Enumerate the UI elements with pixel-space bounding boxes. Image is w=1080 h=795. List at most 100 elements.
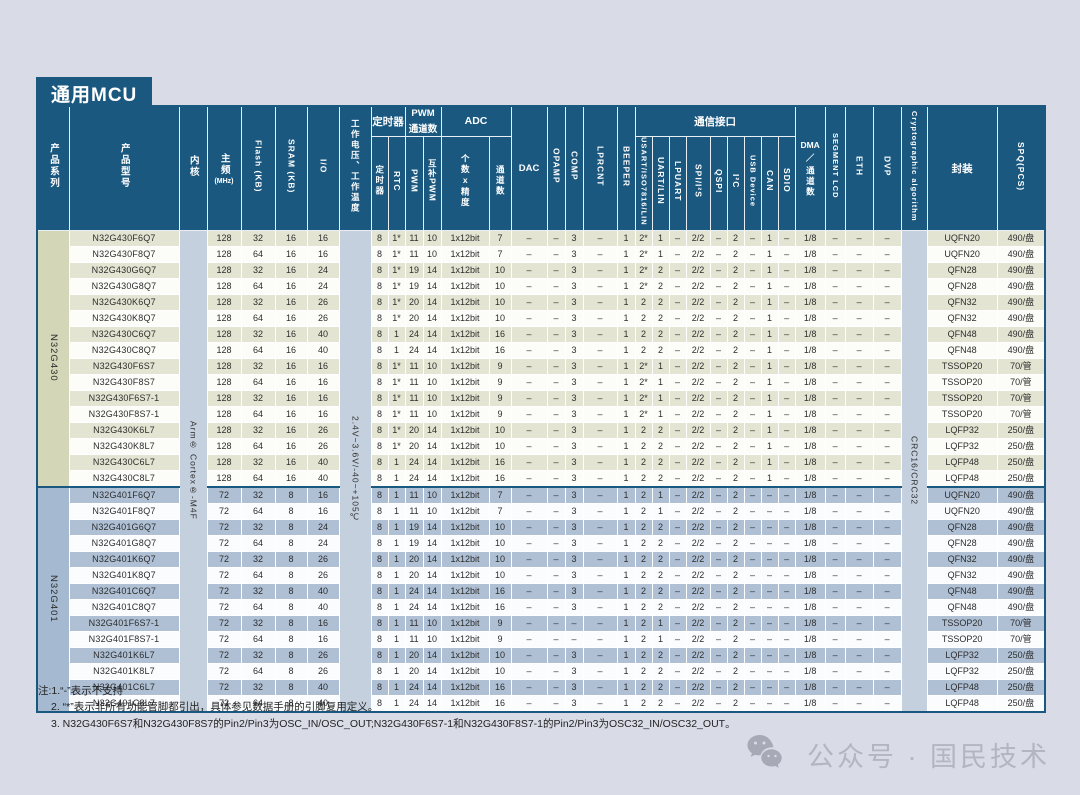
table-cell: – <box>777 422 796 440</box>
table-cell: 1 <box>616 326 636 344</box>
table-cell: 2 <box>726 599 745 617</box>
table-cell: 2 <box>634 615 653 633</box>
table-cell: 11 <box>404 631 424 649</box>
model-cell: N32G430K8Q7 <box>68 310 180 328</box>
table-cell: 8 <box>370 342 389 360</box>
table-cell: 1/8 <box>794 342 826 360</box>
table-cell: – <box>709 374 728 392</box>
table-cell: 128 <box>206 454 242 472</box>
table-cell: – <box>510 663 548 681</box>
table-cell: – <box>760 583 779 601</box>
table-cell: 26 <box>306 310 340 328</box>
table-cell: – <box>709 310 728 328</box>
table-cell: 72 <box>206 486 242 505</box>
table-cell: 26 <box>306 422 340 440</box>
table-cell: – <box>510 374 548 392</box>
model-cell: N32G430F8Q7 <box>68 246 180 264</box>
table-cell: – <box>872 567 902 585</box>
table-cell: 14 <box>422 294 442 312</box>
table-cell: 32 <box>240 422 276 440</box>
table-cell: – <box>709 470 728 488</box>
table-cell: 14 <box>422 422 442 440</box>
table-cell: – <box>760 615 779 633</box>
spq-cell: 250/盘 <box>996 663 1046 681</box>
table-cell: 8 <box>370 631 389 649</box>
spq-cell: 250/盘 <box>996 438 1046 456</box>
table-cell: 16 <box>274 230 308 248</box>
package-cell: LQFP32 <box>926 422 998 440</box>
table-cell: 10 <box>488 438 512 456</box>
model-cell: N32G430F8S7-1 <box>68 406 180 424</box>
table-cell: – <box>668 454 687 472</box>
table-cell: – <box>824 615 846 633</box>
table-cell: 8 <box>370 406 389 424</box>
table-cell: – <box>709 438 728 456</box>
table-cell: – <box>872 519 902 537</box>
table-cell: – <box>668 374 687 392</box>
table-cell: – <box>777 342 796 360</box>
table-cell: 2/2 <box>685 422 711 440</box>
table-cell: 2/2 <box>685 374 711 392</box>
table-cell: 1x12bit <box>440 551 490 569</box>
table-cell: 24 <box>404 695 424 713</box>
table-cell: – <box>510 406 548 424</box>
table-cell: – <box>743 422 762 440</box>
table-cell: 2 <box>726 486 745 505</box>
table-cell: 8 <box>370 278 389 296</box>
table-cell: – <box>824 551 846 569</box>
table-cell: – <box>546 294 566 312</box>
table-cell: – <box>777 278 796 296</box>
col-header-opamp: OPAMP <box>546 105 566 232</box>
model-cell: N32G401F6Q7 <box>68 486 180 505</box>
col-header-pwm: PWM <box>404 135 424 232</box>
spq-cell: 490/盘 <box>996 519 1046 537</box>
table-cell: 16 <box>274 342 308 360</box>
table-cell: – <box>872 470 902 488</box>
table-cell: 1 <box>760 278 779 296</box>
table-cell: 72 <box>206 551 242 569</box>
col-header-spi: SPI/I²S <box>685 135 711 232</box>
table-cell: – <box>743 246 762 264</box>
table-cell: 1x12bit <box>440 310 490 328</box>
table-cell: 16 <box>274 294 308 312</box>
table-cell: 2/2 <box>685 310 711 328</box>
table-cell: 1 <box>387 519 406 537</box>
footnotes: 注:1.“-”表示不支持 2. “*”表示非所有功能管脚都引出，具体参见数据手册… <box>38 683 736 732</box>
table-cell: – <box>709 342 728 360</box>
col-header-sram: SRAM (KB) <box>274 105 308 232</box>
table-cell: 2* <box>634 390 653 408</box>
table-cell: 16 <box>306 358 340 376</box>
table-cell: 40 <box>306 470 340 488</box>
table-cell: 1 <box>616 663 636 681</box>
table-cell: – <box>872 294 902 312</box>
table-cell: 64 <box>240 246 276 264</box>
table-cell: 1x12bit <box>440 679 490 697</box>
table-cell: – <box>743 390 762 408</box>
col-header-segment-lcd: SEGMENT LCD <box>824 105 846 232</box>
table-cell: – <box>709 599 728 617</box>
table-cell: 40 <box>306 454 340 472</box>
table-cell: 8 <box>274 503 308 521</box>
table-cell: 32 <box>240 519 276 537</box>
table-cell: 2 <box>726 230 745 248</box>
package-cell: QFN32 <box>926 310 998 328</box>
table-cell: 3 <box>564 695 584 713</box>
table-cell: – <box>510 470 548 488</box>
table-cell: 2/2 <box>685 454 711 472</box>
table-cell: – <box>844 583 874 601</box>
spq-cell: 490/盘 <box>996 535 1046 553</box>
table-cell: – <box>824 663 846 681</box>
table-cell: – <box>824 374 846 392</box>
table-cell: – <box>510 486 548 505</box>
table-cell: 8 <box>370 695 389 713</box>
table-cell: – <box>777 246 796 264</box>
table-cell: – <box>709 486 728 505</box>
col-header-model: 产品型号 <box>68 105 180 232</box>
table-cell: 11 <box>404 615 424 633</box>
table-cell: – <box>668 583 687 601</box>
table-cell: – <box>872 246 902 264</box>
table-cell: – <box>844 503 874 521</box>
table-cell: 72 <box>206 535 242 553</box>
col-header-cpwm: 互补PWM <box>422 135 442 232</box>
table-cell: 1 <box>387 695 406 713</box>
